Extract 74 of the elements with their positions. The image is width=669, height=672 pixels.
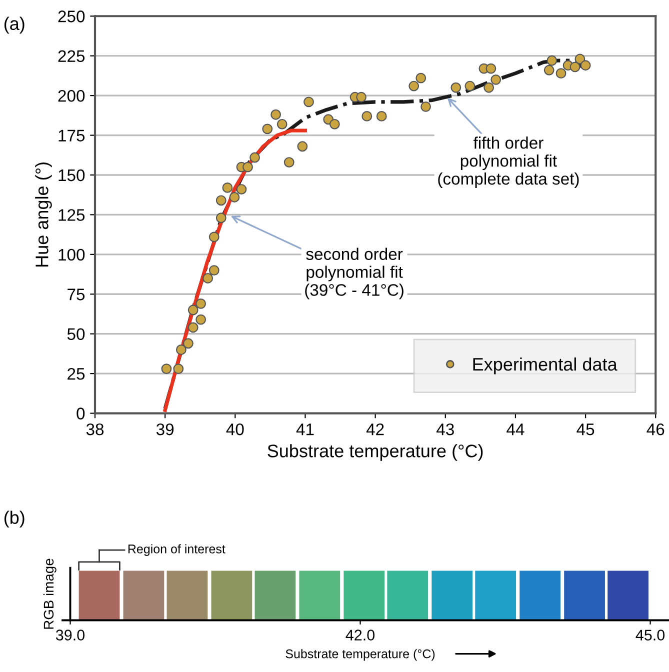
y-tick-label: 200: [58, 90, 85, 102]
y-tick-label: 225: [58, 50, 85, 62]
text: (a): [4, 16, 24, 34]
point: [196, 298, 206, 309]
point: [208, 265, 220, 276]
point: [276, 118, 288, 130]
x-tick-label: 45.0: [636, 630, 665, 641]
point: [173, 364, 184, 374]
point: [356, 92, 367, 102]
x-tick-label: 41: [296, 424, 314, 436]
point: [242, 162, 253, 172]
point: [297, 141, 308, 152]
point: [229, 192, 240, 202]
point: [284, 157, 294, 168]
y-tick-label: 250: [58, 10, 85, 22]
annotation: fifth order polynomial fit (complete data set): [438, 136, 579, 188]
point: [182, 338, 194, 349]
point: [580, 60, 591, 71]
point: [570, 62, 580, 72]
point: [420, 101, 431, 112]
x-tick-label: 43: [436, 423, 454, 436]
point: [376, 110, 387, 122]
point: [544, 64, 554, 76]
x-axis-title: Substrate temperature (°C): [268, 444, 483, 461]
point: [408, 80, 420, 92]
point: [236, 184, 247, 194]
text: (b): [4, 510, 24, 528]
point: [486, 63, 496, 74]
point: [270, 109, 282, 120]
point: [464, 80, 476, 92]
point: [556, 68, 566, 79]
legend-label: Experimental data: [473, 357, 618, 374]
x-tick-label: 42: [366, 423, 384, 436]
x-tick-label: 39: [156, 423, 174, 436]
point: [176, 344, 186, 355]
point: [161, 364, 172, 374]
y-tick-label: 0: [76, 408, 85, 420]
x-tick-label: 40: [226, 423, 244, 436]
y-tick-label: 75: [68, 288, 85, 300]
y-tick-label: 125: [58, 209, 85, 221]
x-tick-label: 44: [506, 424, 524, 436]
point: [362, 110, 372, 122]
point: [208, 232, 220, 242]
point: [490, 74, 502, 85]
x-tick-label: 42.0: [346, 630, 375, 641]
annotation: second order polynomial fit (39°C - 41°C): [305, 248, 404, 300]
y-axis-title: RGB image: [43, 558, 56, 629]
y-tick-label: 25: [68, 368, 85, 380]
x-tick-label: 45: [576, 424, 594, 436]
point: [188, 322, 198, 333]
y-tick-label: 175: [58, 130, 85, 142]
x-axis-title: Substrate temperature (°C): [286, 649, 435, 661]
point: [546, 55, 558, 66]
point: [262, 124, 273, 134]
text: Region of interest: [128, 544, 226, 556]
y-tick-label: 50: [67, 328, 85, 340]
point: [202, 273, 214, 284]
point: [188, 304, 198, 316]
point: [216, 212, 226, 224]
point: [329, 118, 340, 130]
point: [304, 96, 314, 108]
y-tick-label: 100: [58, 248, 85, 261]
point: [250, 152, 260, 163]
x-tick-label: 46: [646, 423, 664, 436]
point: [196, 314, 206, 325]
x-tick-label: 38: [86, 423, 104, 436]
point: [450, 82, 462, 93]
x-tick-label: 39.0: [56, 630, 85, 641]
point: [216, 195, 226, 206]
y-tick-label: 150: [58, 169, 85, 182]
point: [222, 182, 233, 193]
y-axis-title: Hue angle (°): [35, 162, 52, 267]
point: [416, 72, 426, 84]
point: [484, 82, 494, 93]
